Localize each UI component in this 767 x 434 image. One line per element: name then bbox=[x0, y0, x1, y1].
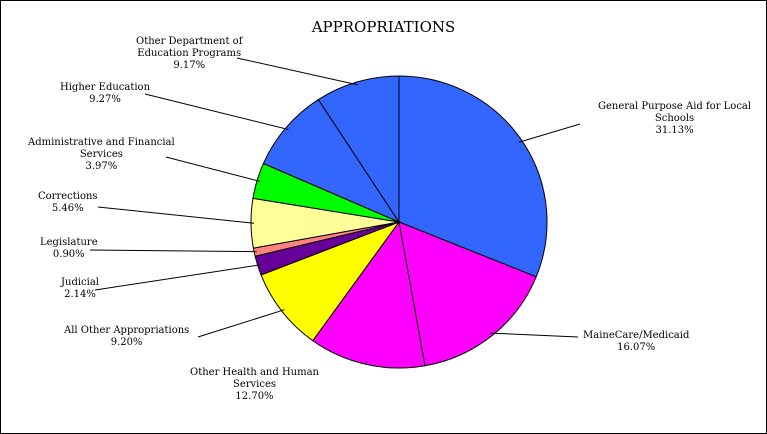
slice-label-line: All Other Appropriations bbox=[64, 325, 190, 336]
slice-label: MaineCare/Medicaid 16.07% bbox=[583, 330, 689, 354]
slice-label-line: Corrections bbox=[38, 191, 98, 202]
leader-line bbox=[490, 332, 579, 338]
slice-percent: 16.07% bbox=[617, 342, 656, 353]
pie-slice bbox=[398, 221, 537, 367]
slice-label-line: General Purpose Aid for Local bbox=[598, 101, 752, 112]
slice-label: Judicial 2.14% bbox=[61, 277, 99, 301]
leader-line bbox=[236, 57, 358, 86]
leader-line bbox=[165, 156, 261, 182]
slice-label-line: Other Health and Human bbox=[190, 367, 319, 378]
leader-line bbox=[519, 123, 581, 143]
slice-label: Other Health and Human Services 12.70% bbox=[190, 367, 319, 403]
slice-percent: 31.13% bbox=[655, 125, 694, 136]
leader-line bbox=[89, 249, 258, 253]
pie-slice bbox=[398, 75, 548, 278]
slice-percent: 12.70% bbox=[235, 391, 274, 402]
slice-percent: 5.46% bbox=[51, 203, 84, 214]
slice-label: Legislature 0.90% bbox=[40, 237, 98, 261]
slice-label: Administrative and Financial Services 3.97… bbox=[28, 137, 175, 173]
slice-percent: 3.97% bbox=[85, 161, 118, 172]
slice-label-line: Higher Education bbox=[60, 82, 151, 93]
slice-label: Other Department of Education Programs 9.1… bbox=[136, 36, 242, 72]
leader-line bbox=[94, 264, 261, 291]
slice-percent: 9.17% bbox=[173, 60, 206, 71]
slice-label: Corrections 5.46% bbox=[38, 191, 98, 215]
pie-slice bbox=[317, 75, 400, 224]
slice-label-line: Administrative and Financial bbox=[28, 137, 175, 148]
pie-slice bbox=[260, 220, 401, 342]
slice-percent: 0.90% bbox=[52, 249, 85, 260]
slice-label-line: MaineCare/Medicaid bbox=[583, 330, 690, 341]
slice-label: General Purpose Aid for Local Schools 31.1… bbox=[598, 101, 751, 137]
slice-label: All Other Appropriations 9.20% bbox=[64, 325, 189, 349]
slice-label-line: Legislature bbox=[40, 237, 98, 248]
chart-title: APPROPRIATIONS bbox=[311, 18, 456, 36]
slice-label-line: Services bbox=[232, 379, 277, 390]
slice-label: Higher Education 9.27% bbox=[60, 82, 150, 106]
slice-percent: 9.27% bbox=[89, 94, 121, 105]
slice-label-line: Judicial bbox=[61, 277, 100, 288]
slice-label-line: Schools bbox=[654, 113, 695, 124]
slice-label-line: Services bbox=[79, 149, 123, 160]
leader-line bbox=[365, 361, 368, 364]
pie-slice bbox=[312, 220, 426, 369]
slice-percent: 2.14% bbox=[64, 289, 96, 300]
leader-line bbox=[144, 93, 289, 130]
leader-line bbox=[97, 206, 255, 224]
slice-label-line: Other Department of bbox=[136, 36, 243, 47]
leader-line bbox=[197, 309, 285, 338]
slice-percent: 9.20% bbox=[110, 337, 143, 348]
slice-label-line: Education Programs bbox=[137, 48, 242, 59]
pie-slice bbox=[262, 98, 401, 224]
